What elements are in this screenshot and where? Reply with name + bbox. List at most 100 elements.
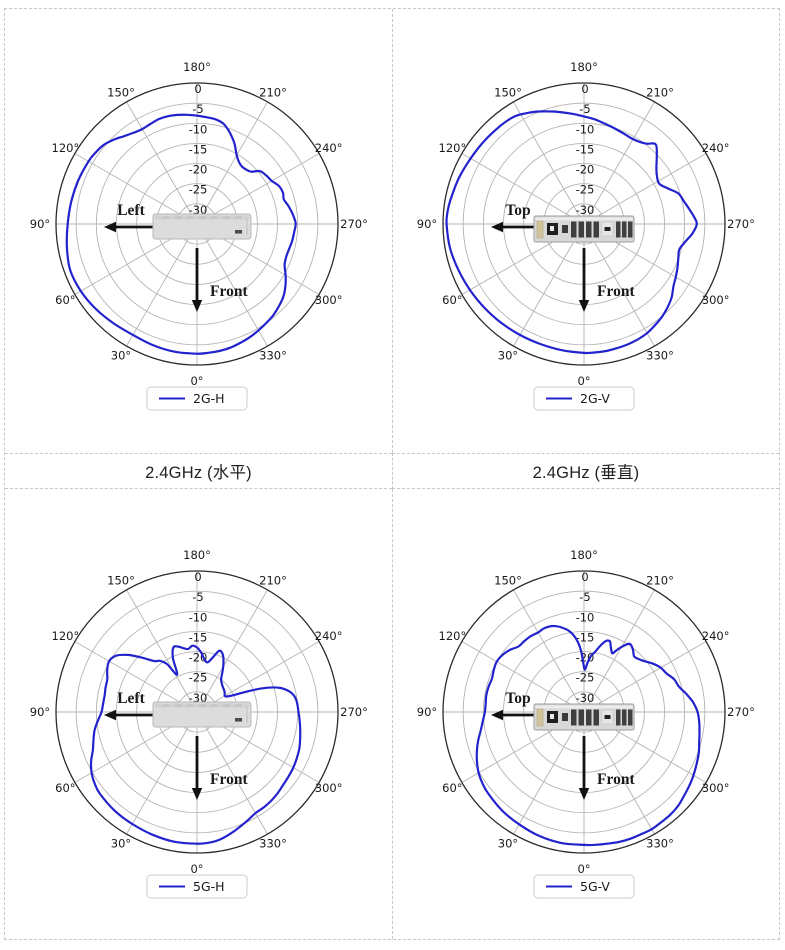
legend-label: 2G-V [580,391,610,406]
svg-text:60°: 60° [55,293,75,307]
legend: 5G-H [146,874,247,899]
pattern-curve-2g-v [445,110,698,355]
svg-text:-30: -30 [576,691,595,705]
pattern-curve-2g-h [65,113,297,355]
svg-text:60°: 60° [442,293,462,307]
svg-text:300°: 300° [314,781,342,795]
antenna-pattern-sheet: 0° 30° 60° 90° 120° 150° 180° 210° 240° 270° 300° 3… [4,8,780,940]
svg-text:0: 0 [194,570,201,584]
svg-text:150°: 150° [107,573,135,587]
svg-text:60°: 60° [55,781,75,795]
orientation-annotations: Top Front [491,690,635,800]
svg-text:30°: 30° [110,837,130,851]
chart-cell-5g-v: 0° 30° 60° 90° 120° 150° 180° 210° 240° 270° 300° 3… [392,489,779,939]
svg-text:-5: -5 [579,102,590,116]
svg-text:-30: -30 [188,691,207,705]
chart-cell-2g-v: 0° 30° 60° 90° 120° 150° 180° 210° 240° 270° 300° 3… [392,9,779,453]
svg-text:-20: -20 [576,163,595,177]
radial-tick-labels: 0-5-10-15-20-25-30 [576,570,595,705]
svg-text:120°: 120° [51,629,79,643]
svg-text:0°: 0° [190,862,203,876]
svg-text:330°: 330° [646,349,674,363]
svg-text:180°: 180° [570,548,598,562]
device-illustration-side-view [152,213,251,240]
front-arrow-label: Front [210,283,248,300]
device-illustration-rear-view [533,215,635,243]
front-arrow [191,736,202,800]
svg-text:0°: 0° [190,374,203,388]
legend: 2G-H [146,386,247,411]
polar-chart-5g-h: 0° 30° 60° 90° 120° 150° 180° 210° 240° 270° 300° 3… [29,548,367,899]
svg-text:120°: 120° [51,141,79,155]
svg-text:270°: 270° [727,705,755,719]
svg-text:300°: 300° [702,293,730,307]
polar-chart-2g-h: 0° 30° 60° 90° 120° 150° 180° 210° 240° 270° 300° 3… [29,60,368,411]
svg-text:0°: 0° [577,862,590,876]
svg-text:-5: -5 [192,102,203,116]
svg-text:180°: 180° [183,60,211,74]
device-illustration-side-view [152,701,251,728]
svg-text:150°: 150° [494,85,522,99]
back-arrow-label: Top [505,202,530,219]
svg-text:210°: 210° [646,573,674,587]
radial-tick-labels: 0-5-10-15-20-25-30 [576,82,595,217]
svg-text:0: 0 [581,82,588,96]
svg-text:-15: -15 [188,630,207,644]
back-arrow-label: Left [117,690,145,707]
front-arrow [191,248,202,312]
svg-text:-30: -30 [576,203,595,217]
svg-text:300°: 300° [314,293,342,307]
front-arrow-label: Front [210,771,248,788]
svg-text:270°: 270° [340,705,368,719]
svg-text:-25: -25 [576,671,595,685]
orientation-annotations: Left Front [103,202,248,312]
svg-text:270°: 270° [340,217,368,231]
caption-2g4-horizontal: 2.4GHz (水平) [5,453,392,489]
svg-text:240°: 240° [702,629,730,643]
angle-tick-labels: 0° 30° 60° 90° 120° 150° 180° 210° 240° 270° 300° 3… [29,548,367,876]
svg-text:-25: -25 [188,671,207,685]
svg-text:150°: 150° [107,85,135,99]
svg-text:120°: 120° [439,629,467,643]
pattern-curve-5g-v [475,624,701,847]
svg-text:-15: -15 [188,142,207,156]
svg-text:60°: 60° [442,781,462,795]
front-arrow-label: Front [597,283,635,300]
svg-text:-30: -30 [188,203,207,217]
angle-tick-labels: 0° 30° 60° 90° 120° 150° 180° 210° 240° 270° 300° 3… [417,548,755,876]
svg-text:90°: 90° [417,705,437,719]
front-arrow-label: Front [597,771,635,788]
legend-label: 5G-H [193,879,225,894]
device-illustration-rear-view [533,703,635,731]
legend: 5G-V [533,874,635,899]
svg-text:210°: 210° [259,85,287,99]
svg-text:30°: 30° [110,349,130,363]
svg-text:-10: -10 [576,122,595,136]
polar-chart-5g-v: 0° 30° 60° 90° 120° 150° 180° 210° 240° 270° 300° 3… [417,548,755,899]
svg-text:330°: 330° [646,837,674,851]
svg-text:0°: 0° [577,374,590,388]
svg-text:90°: 90° [29,705,49,719]
angle-tick-labels: 0° 30° 60° 90° 120° 150° 180° 210° 240° 270° 300° 3… [417,60,755,388]
svg-text:180°: 180° [183,548,211,562]
svg-text:120°: 120° [439,141,467,155]
back-arrow [103,221,156,233]
svg-text:30°: 30° [498,837,518,851]
svg-text:-10: -10 [188,122,207,136]
svg-text:-15: -15 [576,630,595,644]
svg-text:-5: -5 [579,590,590,604]
chart-cell-2g-h: 0° 30° 60° 90° 120° 150° 180° 210° 240° 270° 300° 3… [5,9,392,453]
svg-text:-20: -20 [576,651,595,665]
back-arrow-label: Top [505,690,530,707]
radial-tick-labels: 0-5-10-15-20-25-30 [188,570,207,705]
back-arrow [103,709,156,721]
legend: 2G-V [533,386,635,411]
svg-text:-15: -15 [576,142,595,156]
svg-text:240°: 240° [314,141,342,155]
chart-cell-5g-h: 0° 30° 60° 90° 120° 150° 180° 210° 240° 270° 300° 3… [5,489,392,939]
svg-text:180°: 180° [570,60,598,74]
pattern-curve-5g-h [89,644,301,845]
orientation-annotations: Left Front [103,690,248,800]
caption-2g4-vertical: 2.4GHz (垂直) [392,453,779,489]
pattern-grid: 0° 30° 60° 90° 120° 150° 180° 210° 240° 270° 300° 3… [5,9,779,939]
